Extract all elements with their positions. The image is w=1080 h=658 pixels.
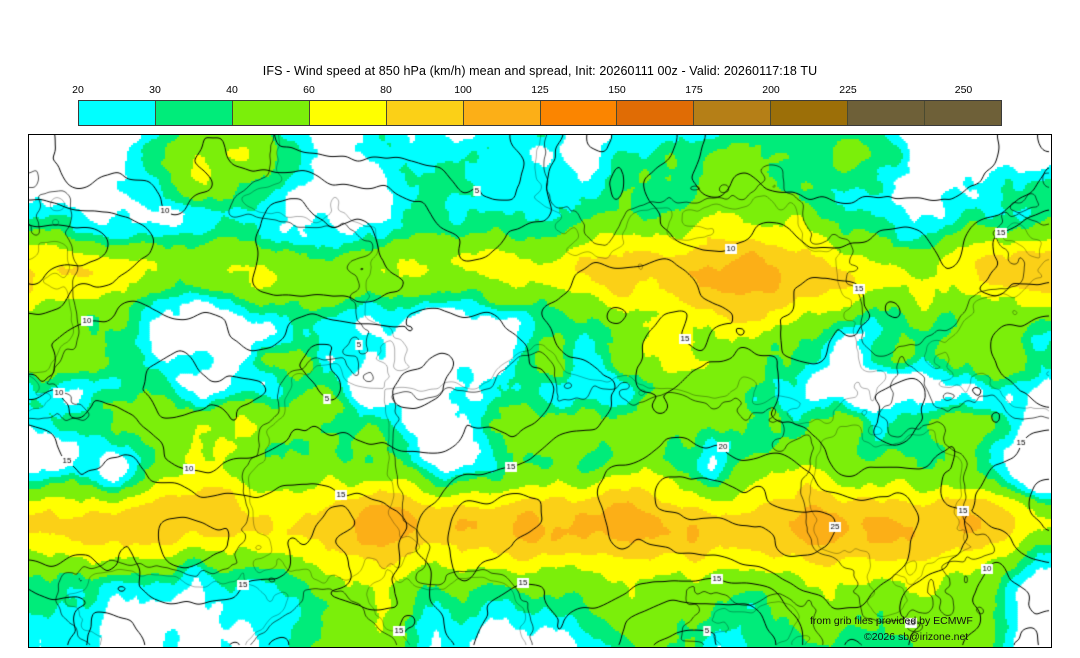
data-source-credit: from grib files provided by ECMWF xyxy=(810,615,973,627)
colorbar-tick-225: 225 xyxy=(839,84,857,96)
colorbar-legend: 20 30 40 60 80 100 125 150 175 200 225 250 xyxy=(72,84,1002,126)
colorbar-segment-175 xyxy=(694,101,772,125)
colorbar-segment-40 xyxy=(232,101,310,125)
colorbar-segment-200 xyxy=(771,101,849,125)
colorbar-tick-200: 200 xyxy=(762,84,780,96)
colorbar-segment-125 xyxy=(540,101,618,125)
colorbar-tick-100: 100 xyxy=(454,84,472,96)
colorbar-tick-20: 20 xyxy=(72,84,84,96)
colorbar-segment-80 xyxy=(386,101,464,125)
colorbar-swatches xyxy=(78,100,1002,126)
map-plot-area xyxy=(28,134,1052,648)
chart-title: IFS - Wind speed at 850 hPa (km/h) mean … xyxy=(262,64,818,78)
colorbar-tick-40: 40 xyxy=(226,84,238,96)
colorbar-tick-60: 60 xyxy=(303,84,315,96)
colorbar-segment-60 xyxy=(309,101,387,125)
colorbar-tick-80: 80 xyxy=(380,84,392,96)
colorbar-segment-225 xyxy=(848,101,926,125)
colorbar-tick-150: 150 xyxy=(608,84,626,96)
colorbar-tick-250: 250 xyxy=(954,84,973,96)
colorbar-tick-175: 175 xyxy=(685,84,703,96)
colorbar-segment-30 xyxy=(155,101,233,125)
colorbar-tick-labels: 20 30 40 60 80 100 125 150 175 200 225 250 xyxy=(72,84,1002,100)
colorbar-segment-250 xyxy=(925,101,1002,125)
colorbar-tick-30: 30 xyxy=(149,84,161,96)
colorbar-segment-100 xyxy=(463,101,541,125)
copyright-credit: ©2026 sb@irizone.net xyxy=(864,631,969,643)
colorbar-tick-125: 125 xyxy=(531,84,549,96)
spread-contour-and-coastline-layer xyxy=(29,135,1051,647)
colorbar-segment-150 xyxy=(617,101,695,125)
colorbar-segment-20 xyxy=(79,101,156,125)
